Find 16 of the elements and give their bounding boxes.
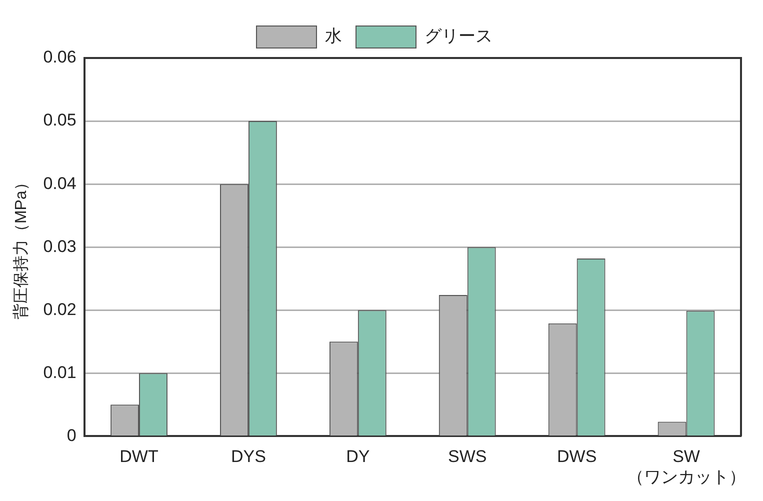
y-tick-label: 0.04 bbox=[43, 174, 76, 193]
x-tick-label: SWS bbox=[448, 447, 487, 466]
y-tick-label: 0.01 bbox=[43, 362, 76, 382]
legend-label: 水 bbox=[325, 26, 342, 46]
x-tick-label: SW （ワンカット） bbox=[626, 447, 746, 486]
y-tick-label: 0.05 bbox=[43, 110, 76, 130]
y-axis-title: 背圧保持力（MPa） bbox=[12, 174, 30, 320]
y-tick-label: 0.03 bbox=[43, 236, 76, 256]
y-tick-label: 0 bbox=[66, 426, 76, 445]
x-tick-label: DYS bbox=[230, 447, 266, 466]
x-tick-label: DWS bbox=[556, 447, 597, 466]
x-tick-label: DWT bbox=[120, 447, 158, 466]
x-tick-label: DY bbox=[346, 447, 370, 466]
legend-label: グリース bbox=[424, 26, 492, 46]
y-tick-label: 0.02 bbox=[43, 300, 76, 319]
y-tick-label: 0.06 bbox=[43, 48, 76, 67]
